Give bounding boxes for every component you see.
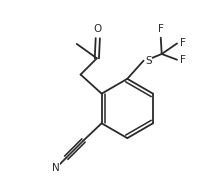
Text: F: F [158, 24, 164, 34]
Text: F: F [181, 38, 186, 48]
Text: O: O [94, 24, 102, 34]
Text: F: F [181, 55, 186, 65]
Text: S: S [145, 56, 152, 66]
Text: N: N [52, 163, 60, 173]
